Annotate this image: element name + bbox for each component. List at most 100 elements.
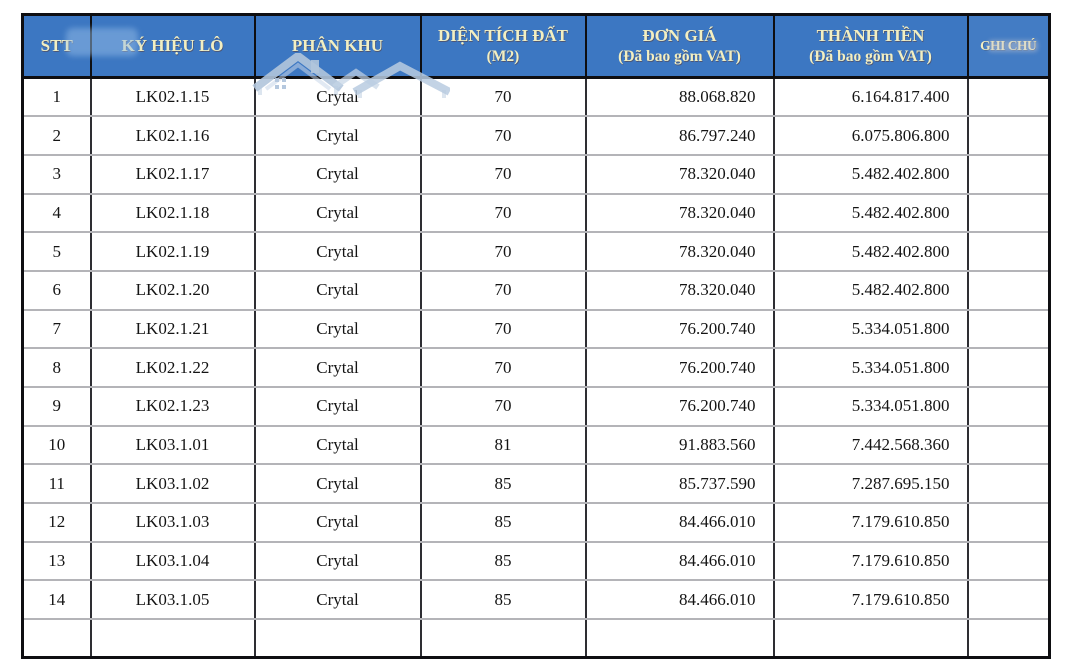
header-total-amount-line2: (Đã bao gồm VAT)	[809, 47, 932, 65]
cell-note	[966, 424, 1051, 466]
header-subdivision: PHÂN KHU	[253, 13, 422, 79]
cell-note	[966, 308, 1051, 350]
table-row: 1 LK02.1.15 Crytal 70 88.068.820 6.164.817.40…	[21, 76, 1051, 118]
header-unit-price-line2: (Đã bao gồm VAT)	[618, 47, 741, 65]
cell-total: 5.334.051.800	[772, 386, 969, 427]
cell-zone: Crytal	[253, 502, 422, 543]
cell-note	[966, 231, 1051, 272]
cell-area: 70	[419, 308, 587, 350]
header-total-amount: THÀNH TIỀN (Đã bao gồm VAT)	[772, 13, 969, 79]
cell-empty	[253, 618, 422, 659]
table-row: 9 LK02.1.23 Crytal 70 76.200.740 5.334.051.80…	[21, 386, 1051, 427]
cell-note	[966, 579, 1051, 621]
cell-zone: Crytal	[253, 579, 422, 621]
cell-note	[966, 540, 1051, 582]
cell-price: 78.320.040	[584, 269, 775, 311]
cell-area: 70	[419, 76, 587, 118]
table-row-clipped	[21, 618, 1051, 659]
cell-lot: LK02.1.19	[89, 231, 256, 272]
header-note: GHI CHÚ	[966, 13, 1051, 79]
cell-zone: Crytal	[253, 424, 422, 466]
header-land-area-line2: (M2)	[486, 47, 520, 65]
table-row: 6 LK02.1.20 Crytal 70 78.320.040 5.482.402.80…	[21, 269, 1051, 311]
cell-price: 84.466.010	[584, 540, 775, 582]
cell-total: 5.482.402.800	[772, 192, 969, 234]
cell-empty	[966, 618, 1051, 659]
cell-stt: 9	[21, 386, 92, 427]
cell-empty	[419, 618, 587, 659]
cell-total: 5.334.051.800	[772, 347, 969, 388]
cell-note	[966, 76, 1051, 118]
cell-total: 7.287.695.150	[772, 463, 969, 505]
cell-stt: 1	[21, 76, 92, 118]
cell-note	[966, 386, 1051, 427]
cell-total: 5.482.402.800	[772, 269, 969, 311]
cell-total: 5.482.402.800	[772, 153, 969, 195]
table-row: 14 LK03.1.05 Crytal 85 84.466.010 7.179.610.8…	[21, 579, 1051, 621]
cell-total: 6.075.806.800	[772, 115, 969, 156]
cell-area: 70	[419, 231, 587, 272]
cell-stt: 4	[21, 192, 92, 234]
cell-total: 6.164.817.400	[772, 76, 969, 118]
cell-area: 70	[419, 386, 587, 427]
cell-zone: Crytal	[253, 192, 422, 234]
cell-zone: Crytal	[253, 115, 422, 156]
cell-stt: 5	[21, 231, 92, 272]
cell-stt: 10	[21, 424, 92, 466]
cell-stt: 12	[21, 502, 92, 543]
cell-note	[966, 347, 1051, 388]
cell-note	[966, 463, 1051, 505]
cell-note	[966, 502, 1051, 543]
cell-area: 70	[419, 192, 587, 234]
cell-area: 70	[419, 115, 587, 156]
cell-lot: LK02.1.17	[89, 153, 256, 195]
cell-price: 84.466.010	[584, 579, 775, 621]
cell-stt: 14	[21, 579, 92, 621]
cell-total: 7.442.568.360	[772, 424, 969, 466]
cell-stt: 13	[21, 540, 92, 582]
cell-zone: Crytal	[253, 231, 422, 272]
cell-lot: LK03.1.05	[89, 579, 256, 621]
cell-price: 76.200.740	[584, 347, 775, 388]
cell-price: 91.883.560	[584, 424, 775, 466]
cell-area: 85	[419, 502, 587, 543]
table-row: 7 LK02.1.21 Crytal 70 76.200.740 5.334.051.80…	[21, 308, 1051, 350]
cell-area: 70	[419, 153, 587, 195]
cell-total: 5.334.051.800	[772, 308, 969, 350]
header-row: STT KÝ HIỆU LÔ PHÂN KHU DIỆN TÍCH ĐẤT (M…	[21, 13, 1051, 79]
cell-price: 76.200.740	[584, 386, 775, 427]
cell-stt: 7	[21, 308, 92, 350]
cell-zone: Crytal	[253, 386, 422, 427]
cell-lot: LK03.1.03	[89, 502, 256, 543]
table-row: 3 LK02.1.17 Crytal 70 78.320.040 5.482.402.80…	[21, 153, 1051, 195]
cell-note	[966, 115, 1051, 156]
cell-lot: LK03.1.04	[89, 540, 256, 582]
header-lot-code: KÝ HIỆU LÔ	[89, 13, 256, 79]
cell-lot: LK02.1.23	[89, 386, 256, 427]
cell-area: 81	[419, 424, 587, 466]
cell-zone: Crytal	[253, 153, 422, 195]
cell-empty	[772, 618, 969, 659]
cell-stt: 11	[21, 463, 92, 505]
cell-price: 78.320.040	[584, 192, 775, 234]
cell-zone: Crytal	[253, 308, 422, 350]
cell-total: 5.482.402.800	[772, 231, 969, 272]
cell-total: 7.179.610.850	[772, 502, 969, 543]
cell-total: 7.179.610.850	[772, 579, 969, 621]
cell-stt: 2	[21, 115, 92, 156]
header-unit-price: ĐƠN GIÁ (Đã bao gồm VAT)	[584, 13, 775, 79]
cell-lot: LK03.1.02	[89, 463, 256, 505]
header-land-area: DIỆN TÍCH ĐẤT (M2)	[419, 13, 587, 79]
cell-zone: Crytal	[253, 463, 422, 505]
cell-price: 88.068.820	[584, 76, 775, 118]
cell-price: 86.797.240	[584, 115, 775, 156]
header-unit-price-line1: ĐƠN GIÁ	[642, 25, 717, 45]
cell-stt: 3	[21, 153, 92, 195]
cell-note	[966, 153, 1051, 195]
table-header: STT KÝ HIỆU LÔ PHÂN KHU DIỆN TÍCH ĐẤT (M…	[21, 13, 1051, 79]
cell-empty	[584, 618, 775, 659]
header-land-area-line1: DIỆN TÍCH ĐẤT	[437, 25, 569, 45]
cell-total: 7.179.610.850	[772, 540, 969, 582]
page: STT KÝ HIỆU LÔ PHÂN KHU DIỆN TÍCH ĐẤT (M…	[21, 13, 1051, 659]
cell-lot: LK02.1.18	[89, 192, 256, 234]
